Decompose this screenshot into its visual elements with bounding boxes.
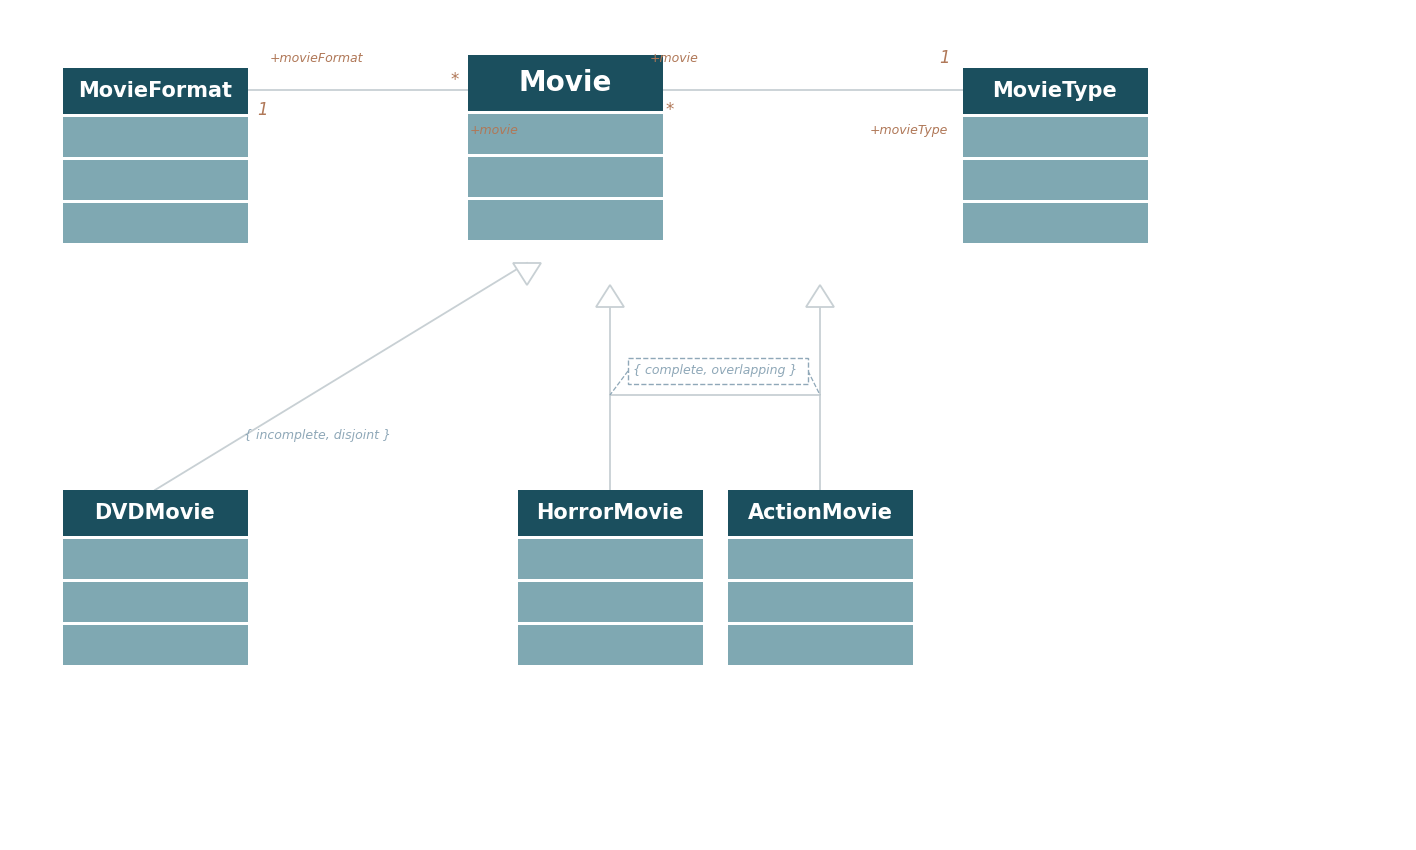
Text: *: *	[666, 101, 674, 119]
Text: 1: 1	[940, 49, 950, 67]
Bar	[62, 490, 248, 536]
Bar	[728, 625, 912, 665]
Bar	[517, 582, 702, 622]
Bar	[62, 68, 248, 114]
Bar	[517, 490, 702, 536]
Text: { incomplete, disjoint }: { incomplete, disjoint }	[245, 428, 391, 441]
Text: +movieType: +movieType	[869, 123, 949, 137]
Bar	[62, 539, 248, 579]
Text: MovieFormat: MovieFormat	[78, 81, 232, 101]
Bar	[728, 490, 912, 536]
Text: { complete, overlapping }: { complete, overlapping }	[633, 364, 797, 377]
Text: ActionMovie: ActionMovie	[748, 503, 892, 523]
Bar	[467, 55, 663, 111]
Bar	[963, 117, 1147, 157]
Text: HorrorMovie: HorrorMovie	[537, 503, 684, 523]
Bar	[963, 160, 1147, 200]
Bar	[517, 539, 702, 579]
Bar	[728, 539, 912, 579]
Bar	[963, 68, 1147, 114]
Text: 1: 1	[256, 101, 268, 119]
Bar	[62, 203, 248, 243]
Text: DVDMovie: DVDMovie	[95, 503, 215, 523]
Bar	[517, 625, 702, 665]
Bar	[62, 625, 248, 665]
Text: +movie: +movie	[470, 123, 518, 137]
Text: Movie: Movie	[518, 69, 612, 97]
Bar	[467, 200, 663, 240]
Bar	[62, 160, 248, 200]
Polygon shape	[513, 263, 541, 285]
Bar	[728, 582, 912, 622]
Bar	[629, 358, 809, 384]
Bar	[467, 114, 663, 154]
Polygon shape	[806, 285, 834, 307]
Bar	[62, 117, 248, 157]
Text: +movieFormat: +movieFormat	[270, 52, 364, 65]
Bar	[963, 203, 1147, 243]
Bar	[467, 157, 663, 197]
Text: +movie: +movie	[650, 52, 700, 65]
Text: MovieType: MovieType	[993, 81, 1117, 101]
Polygon shape	[596, 285, 624, 307]
Bar	[62, 582, 248, 622]
Text: *: *	[450, 71, 459, 89]
